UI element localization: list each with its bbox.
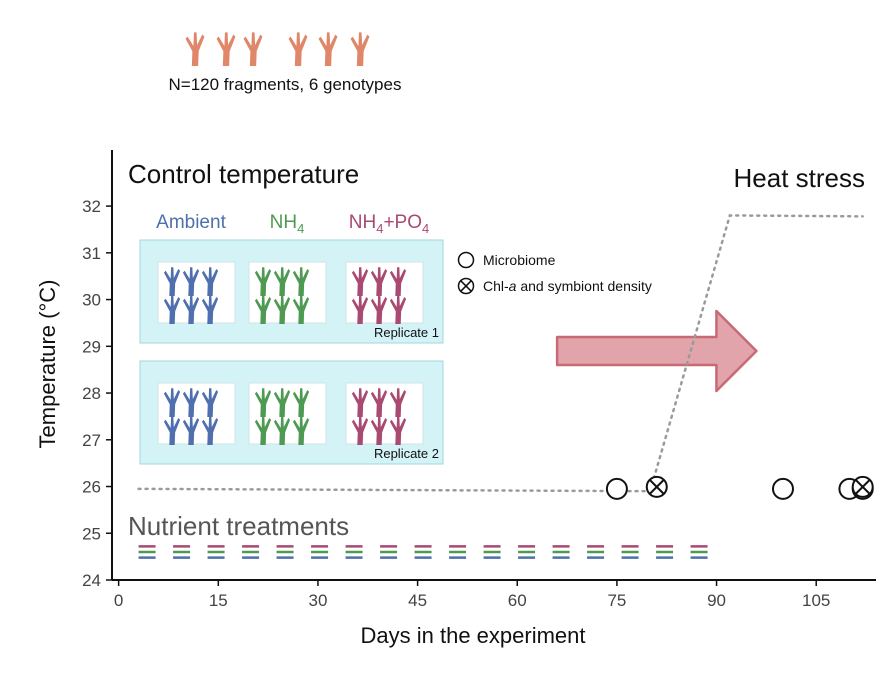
control-temperature-title: Control temperature: [128, 159, 359, 189]
treatment-label-nh4-po4: NH4+PO4: [349, 212, 429, 236]
chl-legend-label: Chl-a and symbiont density: [483, 278, 652, 294]
y-axis-title: Temperature (°C): [35, 280, 60, 449]
treatment-tanks: [139, 239, 444, 465]
y-tick-label: 30: [82, 291, 101, 310]
chart-axes: 0 15 30 45 60 75 90 105 24 25 26 27 28 29 30 31 32: [82, 150, 876, 610]
x-tick-label: 15: [209, 591, 228, 610]
y-tick-label: 26: [82, 478, 101, 497]
y-tick-label: 29: [82, 337, 101, 356]
y-tick-label: 24: [82, 571, 101, 590]
y-tick-label: 27: [82, 431, 101, 450]
x-axis-title: Days in the experiment: [361, 623, 586, 648]
x-tick-label: 105: [802, 591, 830, 610]
y-tick-label: 31: [82, 244, 101, 263]
heat-stress-title: Heat stress: [734, 163, 866, 193]
treatment-label-nh4: NH4: [270, 212, 305, 236]
microbiome-legend-label: Microbiome: [483, 252, 556, 268]
y-tick-label: 25: [82, 524, 101, 543]
microbiome-sample-marker: [605, 477, 628, 500]
x-tick-label: 75: [607, 591, 626, 610]
replicate-2-label: Replicate 2: [374, 446, 439, 461]
treatment-label-ambient: Ambient: [156, 212, 226, 233]
fragments-caption: N=120 fragments, 6 genotypes: [169, 75, 402, 94]
microbiome-sample-marker: [771, 477, 794, 500]
y-tick-label: 28: [82, 384, 101, 403]
coral-icon: [185, 32, 205, 66]
nutrient-dashes: [138, 545, 708, 559]
x-tick-label: 45: [408, 591, 427, 610]
chl-legend-icon: [457, 277, 475, 295]
coral-fragments-icon: [185, 32, 370, 66]
microbiome-legend-icon: [457, 251, 475, 269]
chl-sample-marker: [645, 475, 668, 498]
chl-sample-marker: [851, 475, 874, 498]
x-tick-label: 90: [707, 591, 726, 610]
x-tick-label: 30: [308, 591, 327, 610]
coral-icon: [350, 32, 370, 66]
x-tick-label: 60: [508, 591, 527, 610]
nutrient-treatments-title: Nutrient treatments: [128, 511, 349, 541]
coral-icon: [216, 32, 236, 66]
coral-icon: [318, 32, 338, 66]
x-tick-label: 0: [114, 591, 123, 610]
replicate-1-label: Replicate 1: [374, 325, 439, 340]
heat-stress-arrow: [555, 309, 758, 393]
coral-icon: [288, 32, 308, 66]
sampling-markers: [605, 475, 874, 500]
y-tick-label: 32: [82, 197, 101, 216]
coral-icon: [243, 32, 263, 66]
